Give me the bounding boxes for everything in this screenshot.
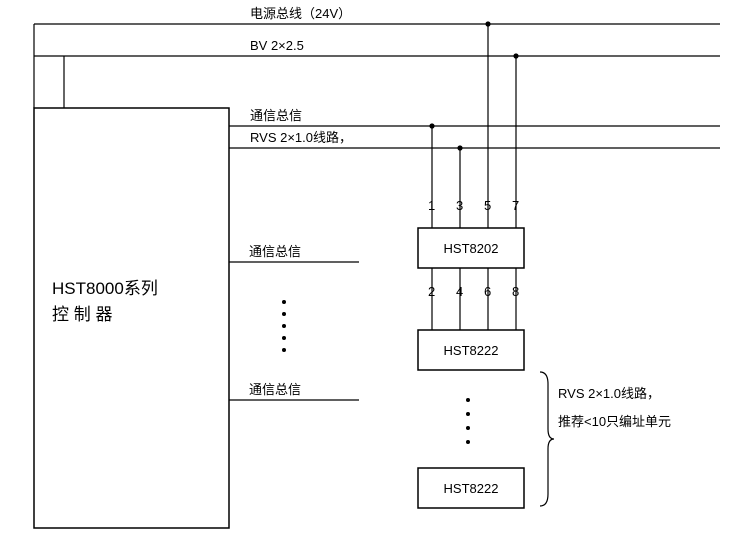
svg-text:通信总信: 通信总信 <box>249 244 301 259</box>
svg-text:HST8000系列: HST8000系列 <box>52 279 158 298</box>
wiring-diagram: 电源总线（24V）BV 2×2.5HST8000系列控 制 器通信总信RVS 2… <box>0 0 730 555</box>
svg-text:BV 2×2.5: BV 2×2.5 <box>250 38 304 53</box>
svg-text:电源总线（24V）: 电源总线（24V） <box>250 6 351 21</box>
svg-text:控 制 器: 控 制 器 <box>52 305 112 324</box>
svg-text:推荐<10只编址单元: 推荐<10只编址单元 <box>558 414 671 429</box>
svg-text:RVS 2×1.0线路，: RVS 2×1.0线路， <box>250 130 352 145</box>
svg-text:HST8202: HST8202 <box>444 241 499 256</box>
svg-text:RVS 2×1.0线路，: RVS 2×1.0线路， <box>558 386 660 401</box>
svg-text:通信总信: 通信总信 <box>249 382 301 397</box>
svg-text:HST8222: HST8222 <box>444 343 499 358</box>
svg-text:HST8222: HST8222 <box>444 481 499 496</box>
svg-text:通信总信: 通信总信 <box>250 108 302 123</box>
